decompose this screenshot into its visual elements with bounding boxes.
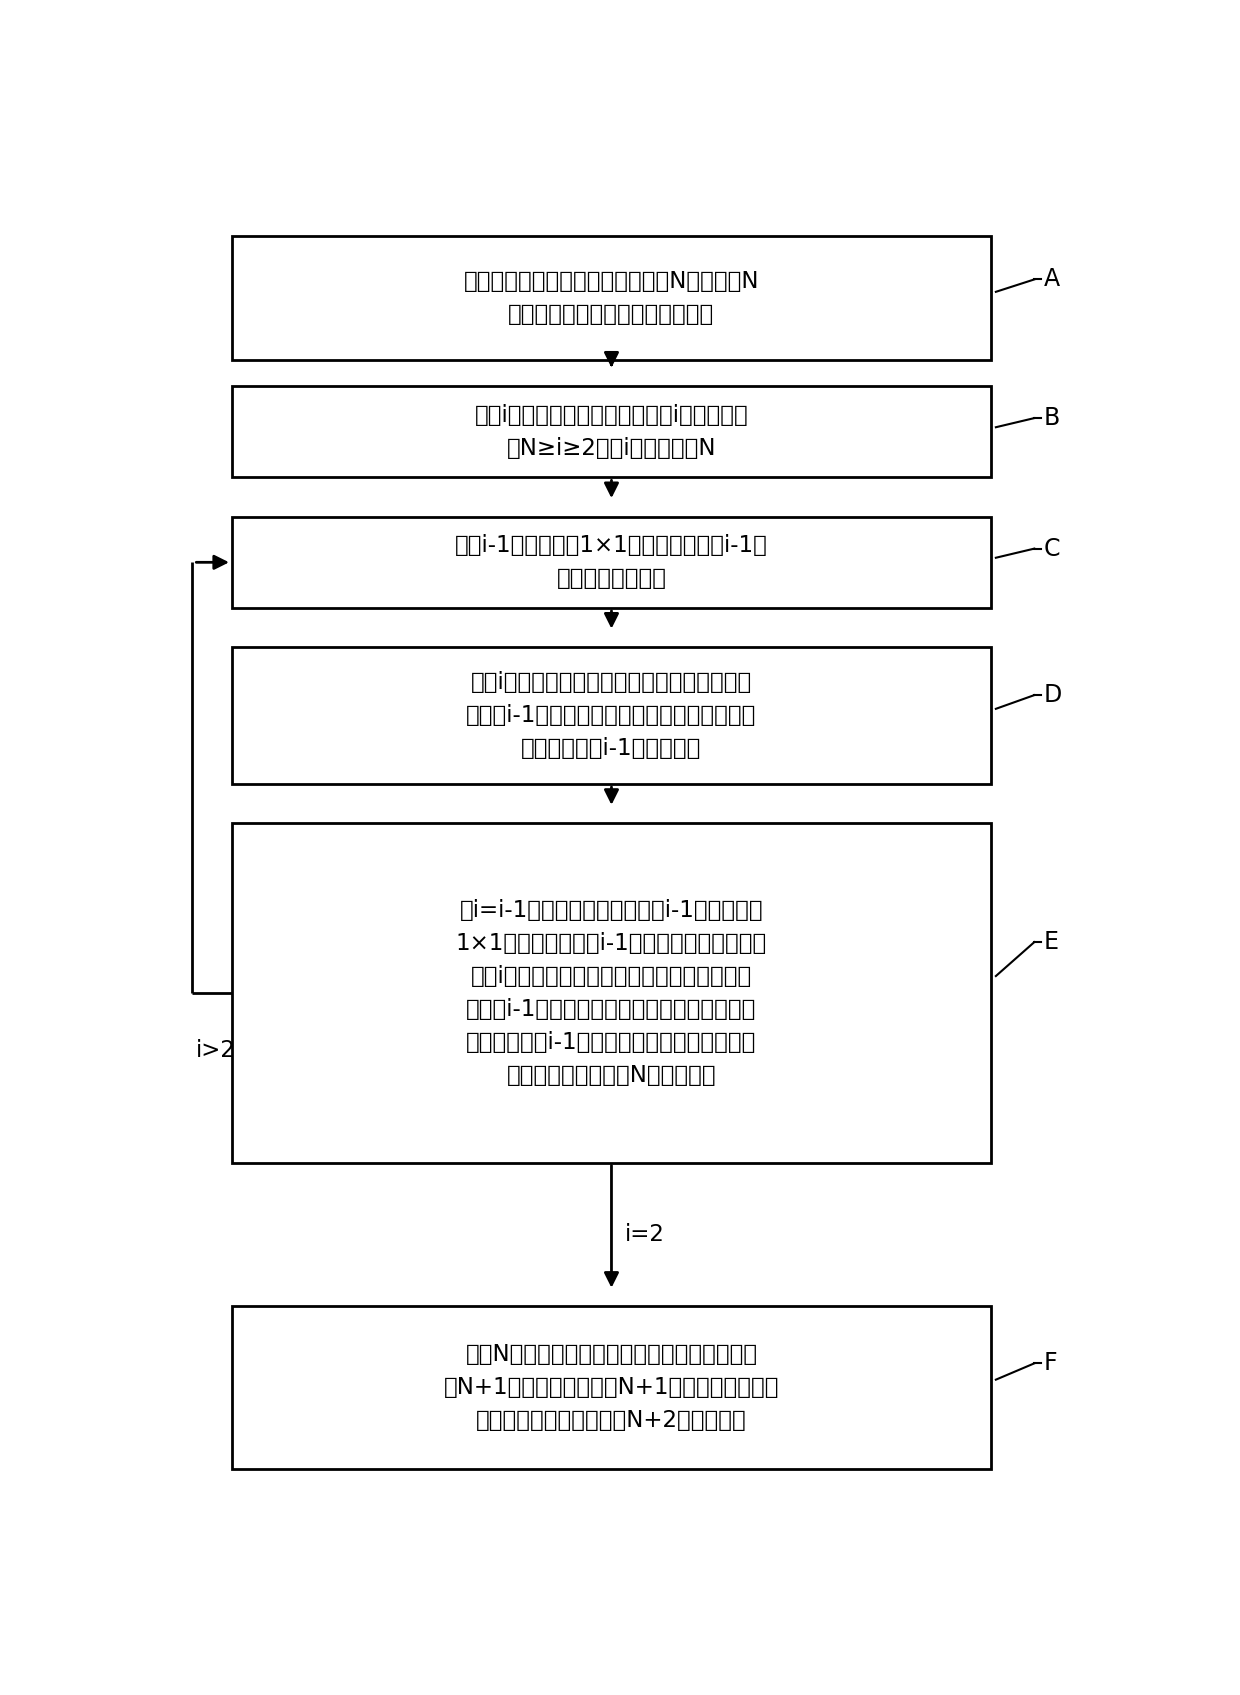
Text: D: D: [1044, 683, 1063, 707]
Text: i>2: i>2: [196, 1039, 236, 1061]
Text: i=2: i=2: [625, 1224, 665, 1246]
Bar: [232, 517, 991, 609]
Bar: [232, 386, 991, 478]
Text: 将第i个图层作为特征金字塔的第i层特征图像
，N≥i≥2，且i的起始值为N: 将第i个图层作为特征金字塔的第i层特征图像 ，N≥i≥2，且i的起始值为N: [475, 403, 749, 459]
Text: 将第i-1个图层通过1×1卷积层后获得第i-1个
图层的卷积特征图: 将第i-1个图层通过1×1卷积层后获得第i-1个 图层的卷积特征图: [455, 534, 768, 590]
Text: 采用残差网络结构获得眼底图像的N个图层，N
个图层从下层至上层尺寸逐渐变小: 采用残差网络结构获得眼底图像的N个图层，N 个图层从下层至上层尺寸逐渐变小: [464, 270, 759, 325]
Text: B: B: [1044, 407, 1060, 431]
Bar: [232, 1307, 991, 1470]
Bar: [232, 236, 991, 359]
Text: 令i=i-1，并重复上述步骤将第i-1个图层通过
1×1卷积层后获得第i-1个图层的卷积特征图至
将第i层特征图像的进行下采样得到的下采样结
果和第i-1个图层: 令i=i-1，并重复上述步骤将第i-1个图层通过 1×1卷积层后获得第i-1个图…: [456, 900, 768, 1086]
Text: F: F: [1044, 1351, 1058, 1375]
Text: C: C: [1044, 537, 1060, 561]
Text: 将第i层特征图像的进行上采样得到的上采样结
果和第i-1个图层的卷积特征图相加融合获得特
征金字塔的第i-1层特征图像: 将第i层特征图像的进行上采样得到的上采样结 果和第i-1个图层的卷积特征图相加融…: [466, 671, 756, 759]
Bar: [232, 647, 991, 785]
Text: E: E: [1044, 931, 1059, 954]
Bar: [232, 824, 991, 1163]
Text: 对第N层特征图像进行下采样获得特征金字塔的
第N+1层特征图像，对第N+1层特征图像进行下
采样获得特征金字塔的第N+2层特征图像: 对第N层特征图像进行下采样获得特征金字塔的 第N+1层特征图像，对第N+1层特征…: [444, 1344, 779, 1432]
Text: A: A: [1044, 268, 1060, 292]
